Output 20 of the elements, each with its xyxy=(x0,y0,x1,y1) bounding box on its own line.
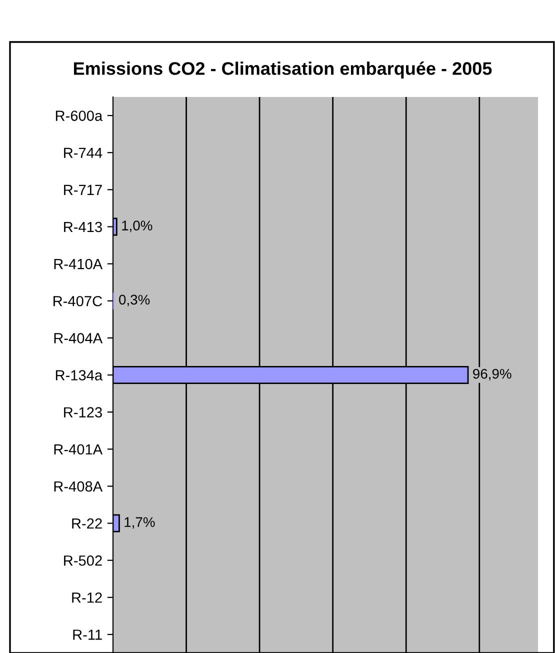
y-tick-label: R-413 xyxy=(64,222,102,232)
y-tick-label: R-502 xyxy=(64,555,102,566)
y-tick-label: R-744 xyxy=(64,148,102,158)
data-label: 1,0% xyxy=(122,220,152,232)
y-tick-label: R-717 xyxy=(64,184,102,195)
y-tick-label: R-407C xyxy=(54,296,102,306)
y-tick-label: R-22 xyxy=(72,518,102,529)
data-label: 0,3% xyxy=(119,294,150,306)
y-tick-label: R-11 xyxy=(73,630,102,640)
y-tick-label: R-401A xyxy=(54,444,103,455)
data-label: 96,9% xyxy=(473,368,512,380)
data-label: 1,7% xyxy=(124,517,155,529)
y-tick-label: R-123 xyxy=(64,407,102,418)
y-tick-label: R-600a xyxy=(56,110,103,121)
y-tick-label: R-410A xyxy=(54,258,103,270)
y-tick-label: R-12 xyxy=(72,592,102,603)
chart-title: Emissions CO2 - Climatisation embarquée - 2005 xyxy=(74,62,492,78)
y-tick-label: R-404A xyxy=(54,333,103,344)
y-tick-label: R-134a xyxy=(56,370,103,380)
y-tick-label: R-408A xyxy=(54,481,103,492)
